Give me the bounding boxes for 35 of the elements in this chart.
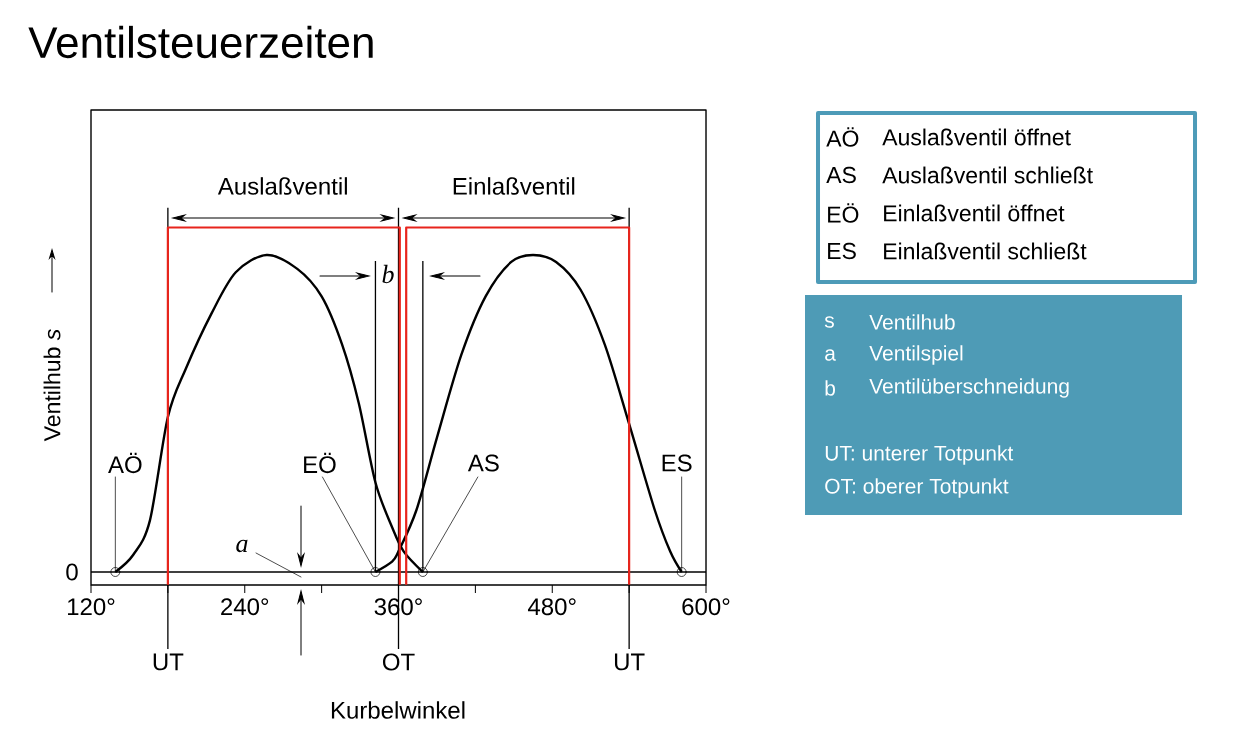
x-axis-title: Kurbelwinkel (331, 701, 465, 719)
x-tick-label: 120° (68, 598, 115, 616)
annotation: a (236, 539, 248, 553)
text: 0 (66, 563, 78, 581)
text: a (825, 349, 836, 361)
text: AÖ (826, 127, 859, 147)
annotation: AS (467, 454, 499, 472)
text: AS (826, 166, 856, 184)
text: Ventilspiel (869, 345, 963, 365)
annotation: EÖ (304, 452, 336, 474)
annotation: AÖ (108, 452, 142, 474)
x-tick-label: 480° (527, 598, 576, 616)
y-axis-title: Ventilhub s (43, 329, 61, 442)
text: Auslaßventil (217, 177, 347, 195)
text: Ventilüberschneidung (869, 378, 1069, 398)
annotation: ES (662, 454, 692, 472)
text: Auslaßventil öffnet (882, 128, 1071, 146)
text: ES (828, 242, 856, 260)
text: s (824, 316, 834, 328)
text: Ventilhub (869, 314, 955, 330)
text: EÖ (828, 203, 859, 223)
text: Einlaßventil schließt (884, 242, 1087, 260)
chart-title: Ventilsteuerzeiten (28, 25, 373, 59)
text: UT: unterer Totpunkt (825, 445, 1014, 465)
text: Einlaßventil (453, 177, 575, 195)
x-tick-label: 600° (682, 598, 730, 616)
x-tick-label: 240° (221, 598, 269, 616)
text: OT: oberer Totpunkt (825, 478, 1009, 498)
text: Auslaßventil schließt (882, 166, 1093, 184)
text: b (825, 380, 835, 396)
ref-line-label: UT (614, 653, 645, 671)
ref-line-label: UT (153, 653, 184, 671)
ref-line-label: OT (382, 653, 415, 671)
annotation: b (382, 264, 394, 284)
text: Einlaßventil öffnet (884, 204, 1065, 222)
